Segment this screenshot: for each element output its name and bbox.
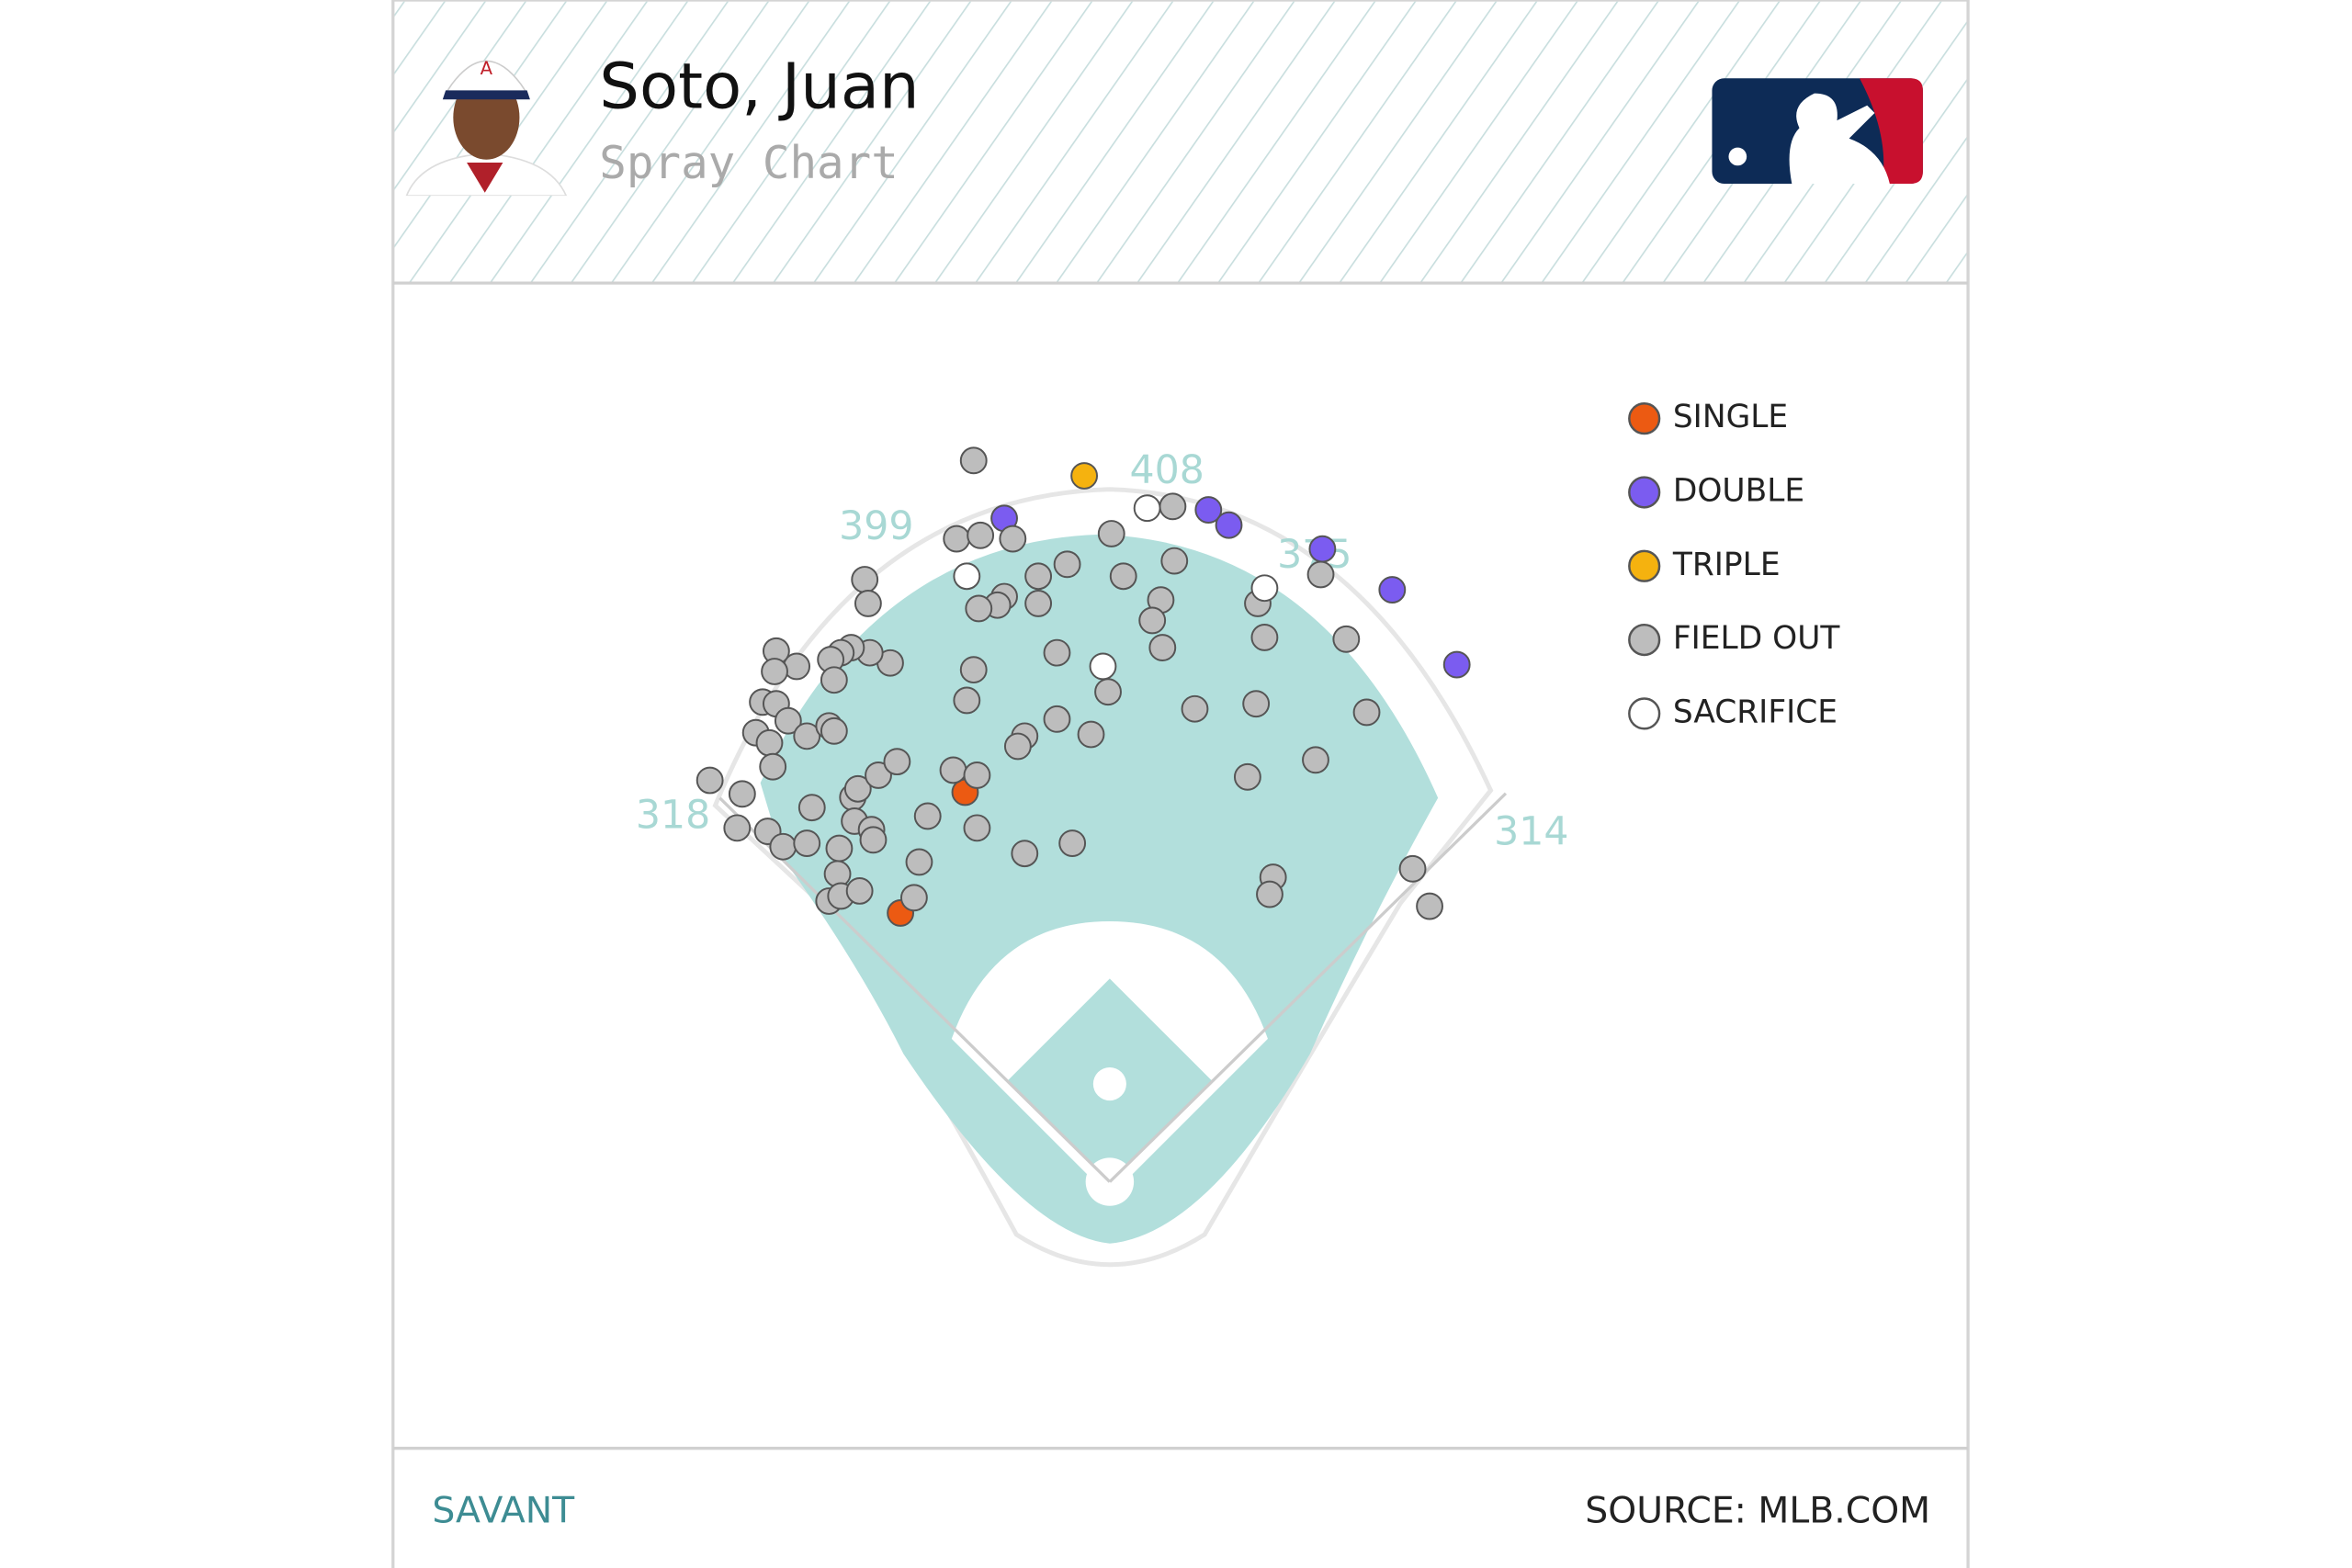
legend-label: SACRIFICE [1673,694,1838,730]
hit-point [825,834,854,863]
hit-point [1215,511,1243,539]
hit-point [953,686,981,715]
hit-point [695,766,724,795]
hit-point [851,566,879,593]
legend-label: DOUBLE [1673,472,1804,509]
hit-point [963,814,991,842]
hit-point [1160,547,1189,575]
hit-point [1070,462,1099,490]
hit-point [1043,705,1071,733]
hit-point [1306,560,1335,589]
hit-point [1159,492,1187,521]
hit-point [1233,762,1261,791]
hit-point [1148,634,1177,661]
hit-point [854,589,882,617]
hit-point [1308,535,1337,563]
hit-point [999,525,1027,553]
hit-point [1089,652,1117,681]
legend-marker [1628,623,1661,657]
legend-label: SINGLE [1673,399,1788,435]
hit-point [1416,892,1443,920]
hit-point [1003,732,1032,761]
footer-left: SAVANT [432,1490,575,1532]
fence-label: 318 [636,792,710,838]
hit-point [899,884,928,912]
legend-marker [1628,402,1661,435]
hit-point [774,706,802,735]
hit-point [1024,589,1053,617]
hit-point [723,814,752,842]
hit-point [1097,520,1125,547]
hit-point [761,658,788,685]
hit-point [965,594,993,623]
hit-point [1256,880,1283,908]
hit-point [728,780,756,808]
title: Soto, Juan [599,50,919,123]
points [695,446,1471,927]
hit-point [755,728,784,757]
legend-label: TRIPLE [1672,547,1781,583]
hit-point [1302,746,1329,774]
header-bg [394,1,1967,284]
hit-point [1011,840,1039,868]
hit-point [959,656,988,684]
hit-point [1442,650,1471,679]
field [712,487,1508,1268]
hit-point [1181,694,1209,723]
hit-point [759,752,787,781]
hit-point [820,666,848,694]
subtitle: Spray Chart [599,136,899,189]
hit-point [943,525,971,553]
hit-point [1077,720,1105,749]
hit-point [793,722,821,750]
hit-point [1352,698,1381,727]
hit-point [953,562,981,591]
hit-point [1109,562,1137,591]
fence-label: 399 [839,503,913,549]
hit-point [939,756,967,784]
hit-point [820,716,848,745]
hit-point [913,802,942,830]
hit-point [959,446,988,475]
hit-point [1043,638,1071,667]
hit-point [845,876,874,905]
hit-point [1024,562,1053,591]
hit-point [1194,496,1223,524]
mlb-logo [1712,78,1923,184]
legend-marker [1628,697,1661,730]
hit-point [1250,624,1279,651]
legend-label: FIELD OUT [1673,620,1841,657]
legend-marker [1628,549,1661,582]
legend: SINGLE DOUBLE TRIPLE FIELD OUT SACRIFICE [1628,399,1841,730]
hit-point [905,848,933,876]
hit-point [967,521,995,549]
hit-point [1133,494,1161,523]
player-photo: A [405,58,568,197]
hit-point [883,748,911,776]
fence-label: 314 [1494,808,1568,854]
fence-label: 408 [1129,447,1204,493]
hit-point [1242,690,1271,718]
hit-point [859,826,888,854]
legend-marker [1628,476,1661,509]
hit-point [1053,550,1081,579]
footer-right: SOURCE: MLB.COM [1585,1490,1930,1532]
hit-point [1138,606,1167,635]
hit-point [963,761,991,789]
hit-point [797,794,826,822]
hit-point [1398,854,1427,883]
hit-point [1094,678,1122,706]
hit-point [793,829,821,857]
hit-point [1332,625,1361,653]
hit-point [865,761,892,789]
hit-point [843,774,872,803]
hit-point [769,832,797,861]
svg-text:A: A [481,58,493,79]
hit-point [1058,829,1087,857]
hit-point [1378,576,1407,604]
hit-point [1250,574,1279,603]
